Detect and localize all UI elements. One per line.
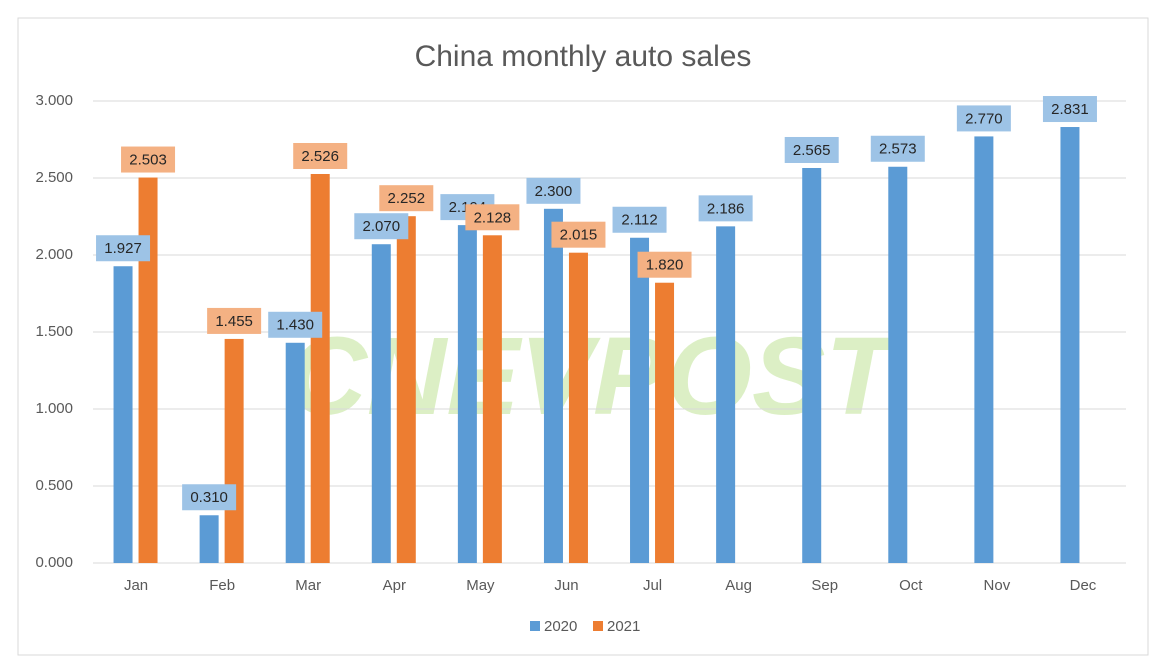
data-label-text: 2.770 — [965, 110, 1003, 127]
data-label-box — [182, 484, 237, 511]
bar — [113, 266, 133, 563]
data-label: 2.565 — [784, 136, 839, 163]
data-label-box — [551, 221, 606, 248]
data-label: 2.770 — [956, 105, 1011, 132]
y-tick-label: 3.000 — [35, 92, 73, 109]
y-tick-label: 1.500 — [35, 323, 73, 340]
data-label-box — [870, 135, 925, 162]
data-label: 1.927 — [96, 235, 151, 262]
bar — [568, 252, 588, 563]
data-label: 2.128 — [465, 204, 520, 231]
bar — [482, 235, 502, 563]
bar — [802, 167, 822, 564]
data-label-text: 2.565 — [793, 142, 831, 159]
data-label-box — [207, 307, 262, 334]
data-label: 1.820 — [637, 251, 692, 278]
data-label: 2.300 — [526, 177, 581, 204]
data-label: 2.573 — [870, 135, 925, 162]
bar — [199, 515, 219, 563]
data-label-box — [784, 136, 839, 163]
data-label-box — [354, 213, 409, 240]
bar — [310, 173, 330, 563]
x-tick-label: Apr — [383, 577, 406, 594]
data-label-text: 2.503 — [129, 152, 167, 169]
x-tick-label: Feb — [209, 577, 235, 594]
bar — [716, 226, 736, 563]
data-label: 1.430 — [268, 311, 323, 338]
x-tick-label: Nov — [984, 577, 1011, 594]
bar — [224, 338, 244, 563]
data-label-box — [637, 251, 692, 278]
data-label-text: 0.310 — [190, 489, 228, 506]
data-label-text: 1.430 — [276, 317, 314, 334]
y-tick-label: 0.500 — [35, 477, 73, 494]
x-tick-label: Jun — [554, 577, 578, 594]
bar — [285, 342, 305, 563]
data-label-text: 1.820 — [646, 257, 684, 274]
data-label: 2.186 — [698, 195, 753, 222]
chart-title: China monthly auto sales — [415, 40, 752, 73]
data-label: 2.252 — [379, 185, 434, 212]
data-label-text: 2.831 — [1051, 101, 1089, 118]
data-label-box — [956, 105, 1011, 132]
data-label-text: 2.526 — [301, 148, 339, 165]
x-tick-label: May — [466, 577, 495, 594]
data-label-box — [121, 146, 176, 173]
bar — [1060, 127, 1080, 563]
data-label-text: 2.573 — [879, 141, 917, 158]
data-label-box — [268, 311, 323, 338]
data-label: 2.015 — [551, 221, 606, 248]
data-label-text: 2.112 — [621, 212, 657, 229]
data-label-box — [698, 195, 753, 222]
x-tick-label: Aug — [725, 577, 752, 594]
x-tick-label: Dec — [1070, 577, 1097, 594]
x-tick-label: Oct — [899, 577, 923, 594]
data-label-text: 1.455 — [215, 313, 253, 330]
data-label-box — [379, 185, 434, 212]
y-tick-label: 1.000 — [35, 400, 73, 417]
data-label-box — [1042, 96, 1097, 123]
data-label-box — [526, 177, 581, 204]
bar — [138, 177, 158, 563]
x-tick-label: Jan — [124, 577, 148, 594]
data-label-box — [465, 204, 520, 231]
bar — [543, 208, 563, 564]
bar — [396, 216, 416, 563]
data-label-text: 1.927 — [104, 240, 142, 257]
bar — [630, 237, 650, 563]
data-label: 2.526 — [293, 142, 348, 169]
data-label: 1.455 — [207, 307, 262, 334]
legend-swatch — [593, 621, 603, 631]
bar — [457, 225, 477, 563]
data-label-text: 2.128 — [474, 209, 512, 226]
data-label: 2.070 — [354, 213, 409, 240]
bar — [655, 282, 675, 563]
y-tick-label: 2.000 — [35, 246, 73, 263]
data-label-text: 2.252 — [388, 190, 426, 207]
data-label-text: 2.186 — [707, 200, 745, 217]
data-label-text: 2.070 — [363, 218, 401, 235]
data-label-box — [612, 206, 667, 233]
legend-label: 2020 — [544, 618, 577, 635]
x-tick-label: Mar — [295, 577, 321, 594]
data-label-text: 2.300 — [535, 183, 573, 200]
data-label-text: 2.015 — [560, 227, 598, 244]
legend-label: 2021 — [607, 618, 640, 635]
bar — [974, 136, 994, 564]
data-label: 2.112 — [612, 206, 667, 233]
bar — [371, 244, 391, 563]
data-label: 2.503 — [121, 146, 176, 173]
y-tick-label: 2.500 — [35, 169, 73, 186]
bar — [888, 166, 908, 563]
legend-swatch — [530, 621, 540, 631]
data-label-box — [96, 235, 151, 262]
x-tick-label: Jul — [643, 577, 662, 594]
x-tick-label: Sep — [811, 577, 838, 594]
data-label: 2.831 — [1042, 96, 1097, 123]
data-label: 0.310 — [182, 484, 237, 511]
y-tick-label: 0.000 — [35, 554, 73, 571]
data-label-box — [293, 142, 348, 169]
